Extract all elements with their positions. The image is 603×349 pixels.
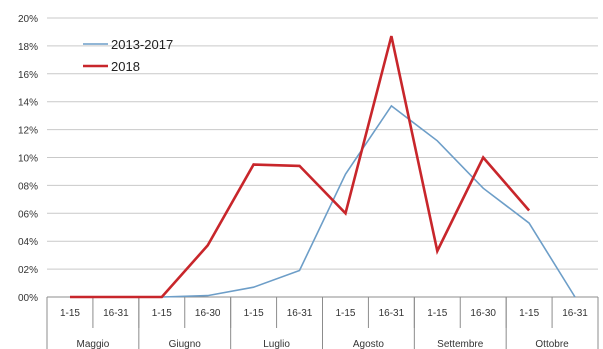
month-label: Maggio (77, 339, 110, 349)
month-label: Ottobre (535, 339, 569, 349)
x-tick-label: 16-30 (470, 308, 496, 319)
y-tick-label: 14% (18, 98, 38, 109)
x-tick-label: 1-15 (519, 308, 539, 319)
gridlines (47, 17, 598, 270)
x-tick-label: 1-15 (244, 308, 264, 319)
x-tick-label: 16-30 (195, 308, 221, 319)
y-tick-label: 12% (18, 126, 38, 137)
legend-label: 2013-2017 (111, 37, 173, 52)
month-label: Giugno (169, 339, 202, 349)
x-tick-label: 16-31 (287, 308, 313, 319)
y-axis-ticks: 00% 02% 04% 06% 08% 10% 12% 14% 16% 18% 20% (18, 14, 38, 304)
y-tick-label: 04% (18, 237, 38, 248)
x-tick-label: 16-31 (379, 308, 405, 319)
series-line-2018 (70, 35, 531, 299)
x-tick-label: 1-15 (60, 308, 80, 319)
month-label: Luglio (263, 339, 290, 349)
legend-label: 2018 (111, 59, 140, 74)
x-axis: 1-15 16-31 1-15 16-30 1-15 16-31 1-15 16-31 1-15… (46, 296, 599, 349)
x-tick-label: 1-15 (335, 308, 355, 319)
month-label: Agosto (353, 339, 385, 349)
y-tick-label: 16% (18, 70, 38, 81)
x-tick-label: 16-31 (562, 308, 588, 319)
month-label: Settembre (437, 339, 484, 349)
y-tick-label: 02% (18, 265, 38, 276)
x-tick-label: 1-15 (427, 308, 447, 319)
legend: 2013-2017 2018 (83, 37, 173, 74)
x-tick-label: 16-31 (103, 308, 129, 319)
y-tick-label: 10% (18, 154, 38, 165)
y-tick-label: 20% (18, 14, 38, 25)
y-tick-label: 00% (18, 293, 38, 304)
x-tick-label: 1-15 (152, 308, 172, 319)
y-tick-label: 08% (18, 181, 38, 192)
y-tick-label: 18% (18, 42, 38, 53)
series-line-2013-2017 (70, 104, 576, 298)
y-tick-label: 06% (18, 209, 38, 220)
series-lines (70, 35, 576, 299)
